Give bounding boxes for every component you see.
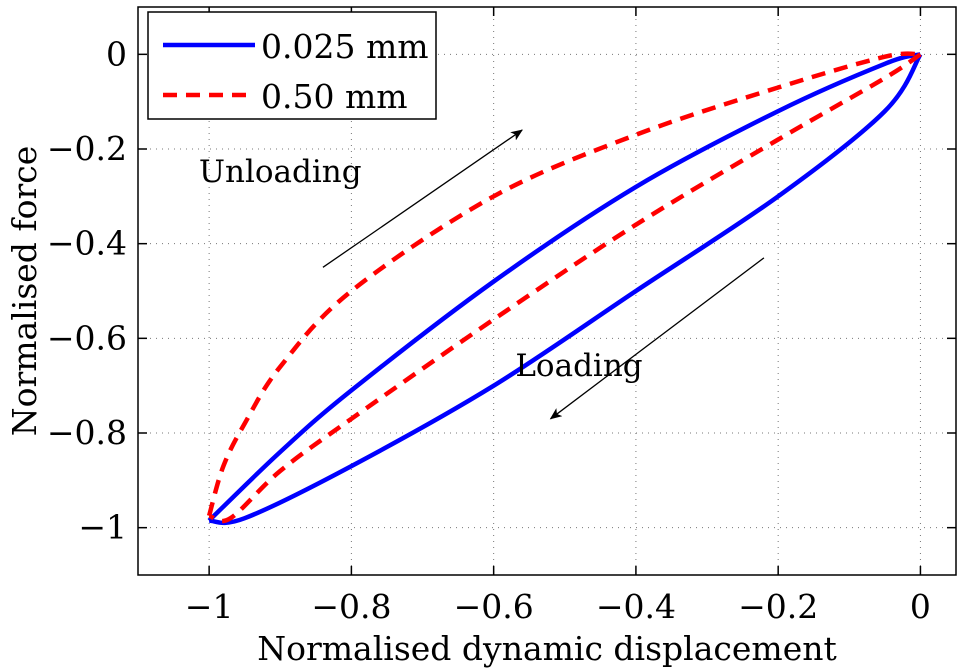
series-line-0025mm-upper-branch <box>207 52 921 523</box>
y-tick-label: −0.2 <box>47 129 127 168</box>
series-line-050mm-lower-branch <box>208 52 922 524</box>
legend-label-0025mm: 0.025 mm <box>261 27 429 66</box>
x-axis-label: Normalised dynamic displacement <box>257 629 837 668</box>
x-tick-label: −0.6 <box>454 587 534 626</box>
series-line-050mm-upper-branch <box>206 51 921 517</box>
x-tick-label: −0.4 <box>596 587 676 626</box>
series-line-0025mm-lower-branch <box>208 53 923 526</box>
annotation-layer: Unloading Loading <box>199 129 765 420</box>
unloading-arrow <box>322 129 523 268</box>
legend: 0.025 mm 0.50 mm <box>147 11 437 120</box>
y-tick-label: −1 <box>78 508 127 547</box>
x-tick-label: −1 <box>185 587 234 626</box>
axis-ticks: −1 −0.8 −0.6 −0.4 −0.2 0 0 −0.2 −0.4 −0.6 −0.8 −1 <box>47 7 956 626</box>
y-tick-label: −0.4 <box>47 224 127 263</box>
y-tick-label: −0.6 <box>47 318 127 357</box>
x-tick-label: −0.8 <box>311 587 391 626</box>
legend-box <box>147 11 437 120</box>
y-tick-label: 0 <box>106 34 127 73</box>
x-tick-label: −0.2 <box>738 587 818 626</box>
x-tick-label: 0 <box>910 587 931 626</box>
plot-frame <box>137 6 957 576</box>
loading-arrow <box>549 257 765 420</box>
y-axis-label: Normalised force <box>5 146 44 437</box>
series-layer <box>206 51 923 526</box>
y-tick-label: −0.8 <box>47 413 127 452</box>
annotation-unloading: Unloading <box>199 154 362 190</box>
annotation-loading: Loading <box>515 348 642 384</box>
legend-label-050mm: 0.50 mm <box>261 77 408 116</box>
